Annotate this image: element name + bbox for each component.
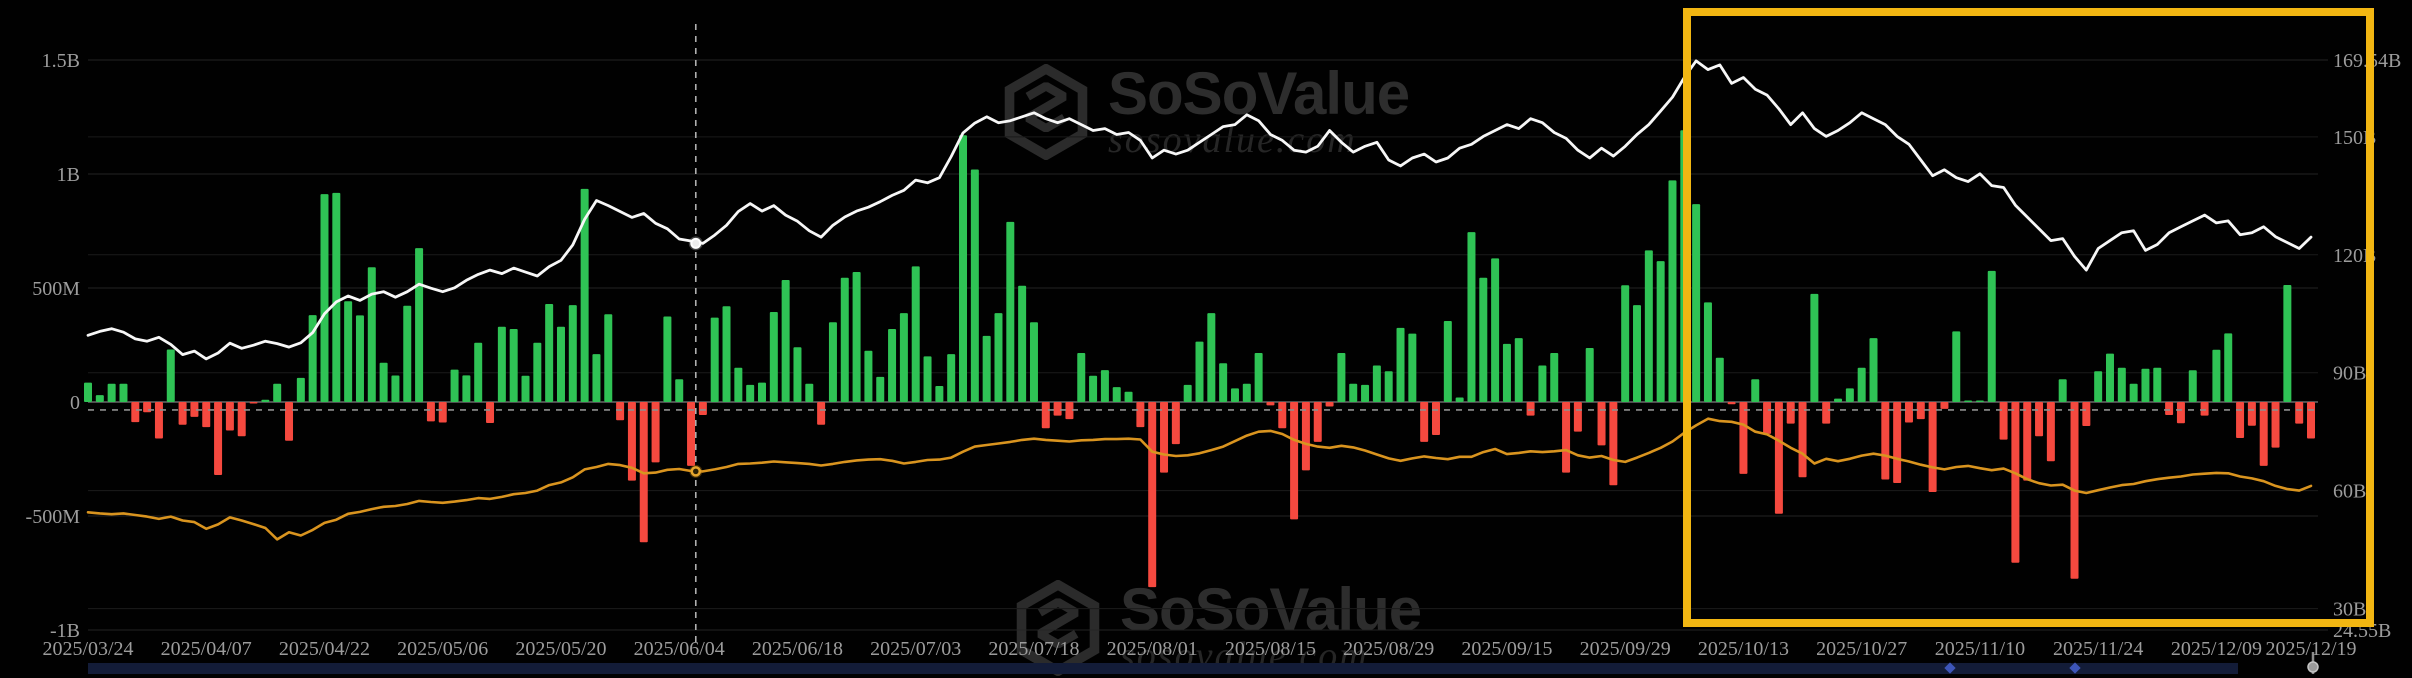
left-axis-tick-label: -500M	[26, 506, 81, 528]
x-axis-date-label: 2025/04/22	[279, 638, 370, 660]
x-axis-date-label: 2025/04/07	[161, 638, 252, 660]
axis-labels: 1.5B 1B 500M 0 -500M -1B 169.54B 150B 120B 90B 60B…	[26, 50, 2402, 660]
x-axis-date-label: 2025/06/18	[752, 638, 843, 660]
x-axis-date-label: 2025/06/04	[634, 638, 725, 660]
left-axis-tick-label: 500M	[32, 278, 80, 300]
x-axis-date-label: 2025/07/18	[988, 638, 1079, 660]
right-axis-tick-label: 120B	[2333, 245, 2376, 267]
right-axis-tick-label: 150B	[2333, 127, 2376, 149]
x-axis-date-label: 2025/11/10	[1935, 638, 2025, 660]
x-axis-date-label: 2025/12/19	[2265, 638, 2356, 660]
x-axis-date-label: 2025/08/01	[1107, 638, 1198, 660]
datazoom-strip[interactable]	[88, 652, 2319, 674]
x-axis-date-label: 2025/09/29	[1580, 638, 1671, 660]
x-axis-date-label: 2025/03/24	[42, 638, 133, 660]
right-axis-tick-label: 169.54B	[2333, 50, 2401, 72]
x-axis-date-label: 2025/07/03	[870, 638, 961, 660]
x-axis-date-label: 2025/10/13	[1698, 638, 1789, 660]
x-axis-date-label: 2025/05/06	[397, 638, 488, 660]
datazoom-marker-icon	[1944, 662, 1956, 674]
x-axis-date-label: 2025/11/24	[2053, 638, 2143, 660]
orange-line	[86, 417, 2313, 541]
right-axis-tick-label: 60B	[2333, 481, 2366, 503]
white-line-hover-dot	[688, 236, 703, 251]
datazoom-marker-icon	[2069, 662, 2081, 674]
left-axis-tick-label: 0	[70, 392, 80, 414]
orange-line-hover-dot	[689, 464, 703, 478]
left-axis-tick-label: -1B	[50, 620, 80, 642]
right-axis-tick-label: 30B	[2333, 599, 2366, 621]
x-axis-date-label: 2025/08/15	[1225, 638, 1316, 660]
daily-flow-bars	[84, 130, 2316, 588]
x-axis-date-label: 2025/08/29	[1343, 638, 1434, 660]
x-axis-date-label: 2025/05/20	[515, 638, 606, 660]
left-axis-tick-label: 1.5B	[42, 50, 80, 72]
datazoom-handle[interactable]	[2307, 652, 2319, 674]
right-axis-tick-label: 90B	[2333, 363, 2366, 385]
x-axis-date-label: 2025/09/15	[1461, 638, 1552, 660]
x-axis-date-label: 2025/12/09	[2171, 638, 2262, 660]
left-axis-tick-label: 1B	[57, 164, 80, 186]
white-line	[86, 59, 2313, 361]
crosshair	[88, 24, 2318, 648]
x-axis-date-label: 2025/10/27	[1816, 638, 1907, 660]
